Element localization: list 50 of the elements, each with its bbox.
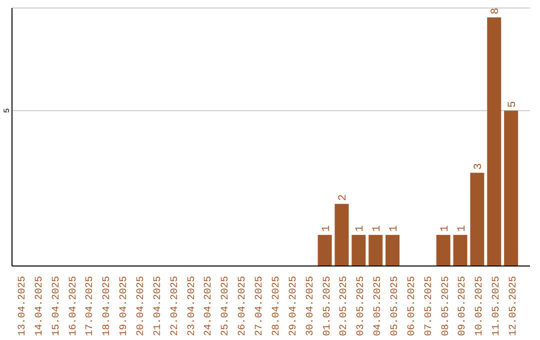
- data-label: 1: [388, 224, 401, 232]
- bar: [504, 110, 518, 266]
- data-label: 1: [354, 224, 367, 232]
- x-tick-label: 13.04.2025: [17, 276, 28, 336]
- data-label: 2: [338, 194, 350, 201]
- x-tick-label: 24.04.2025: [204, 276, 215, 336]
- bar: [487, 17, 502, 266]
- x-tick-label: 16.04.2025: [68, 276, 80, 336]
- x-tick-label: 11.05.2025: [492, 276, 503, 336]
- x-tick-label: 07.05.2025: [424, 276, 435, 336]
- data-label: 1: [439, 224, 452, 232]
- x-tick-label: 08.05.2025: [440, 276, 452, 336]
- x-tick-label: 05.05.2025: [390, 276, 401, 336]
- bar: [368, 234, 383, 266]
- x-tick-label: 10.05.2025: [474, 276, 486, 336]
- x-tick-label: 26.04.2025: [238, 276, 249, 336]
- bar: [386, 234, 400, 266]
- x-tick-label: 03.05.2025: [356, 276, 368, 336]
- x-tick-label: 15.04.2025: [51, 276, 62, 336]
- x-tick-label: 29.04.2025: [288, 276, 300, 336]
- x-tick-label: 01.05.2025: [322, 276, 334, 336]
- x-tick-label: 21.04.2025: [152, 276, 164, 336]
- x-tick-label: 27.04.2025: [254, 276, 266, 336]
- bar: [470, 172, 484, 266]
- bar: [318, 234, 332, 266]
- bar: [334, 204, 349, 266]
- x-tick-label: 28.04.2025: [271, 276, 282, 336]
- x-tick-label: 18.04.2025: [102, 276, 114, 336]
- data-label: 1: [372, 224, 384, 232]
- x-tick-label: 20.04.2025: [136, 276, 147, 336]
- x-tick-label: 19.04.2025: [119, 276, 130, 336]
- x-tick-label: 23.04.2025: [186, 276, 198, 336]
- bar: [453, 234, 468, 266]
- data-label: 1: [320, 224, 333, 232]
- data-label: 3: [473, 163, 486, 170]
- x-tick-label: 06.05.2025: [406, 276, 418, 336]
- x-tick-label: 14.04.2025: [34, 276, 46, 336]
- x-tick-label: 17.04.2025: [85, 276, 96, 336]
- data-label: 5: [507, 100, 520, 108]
- x-tick-label: 02.05.2025: [339, 276, 350, 336]
- bar: [436, 234, 450, 266]
- data-label: 1: [456, 224, 468, 232]
- x-tick-label: 04.05.2025: [373, 276, 384, 336]
- x-tick-label: 25.04.2025: [220, 276, 232, 336]
- data-label: 8: [490, 8, 502, 14]
- x-tick-label: 12.05.2025: [508, 276, 520, 336]
- x-tick-label: 30.04.2025: [305, 276, 316, 336]
- x-tick-label: 22.04.2025: [170, 276, 181, 336]
- x-tick-label: 09.05.2025: [458, 276, 469, 336]
- bar: [352, 234, 366, 266]
